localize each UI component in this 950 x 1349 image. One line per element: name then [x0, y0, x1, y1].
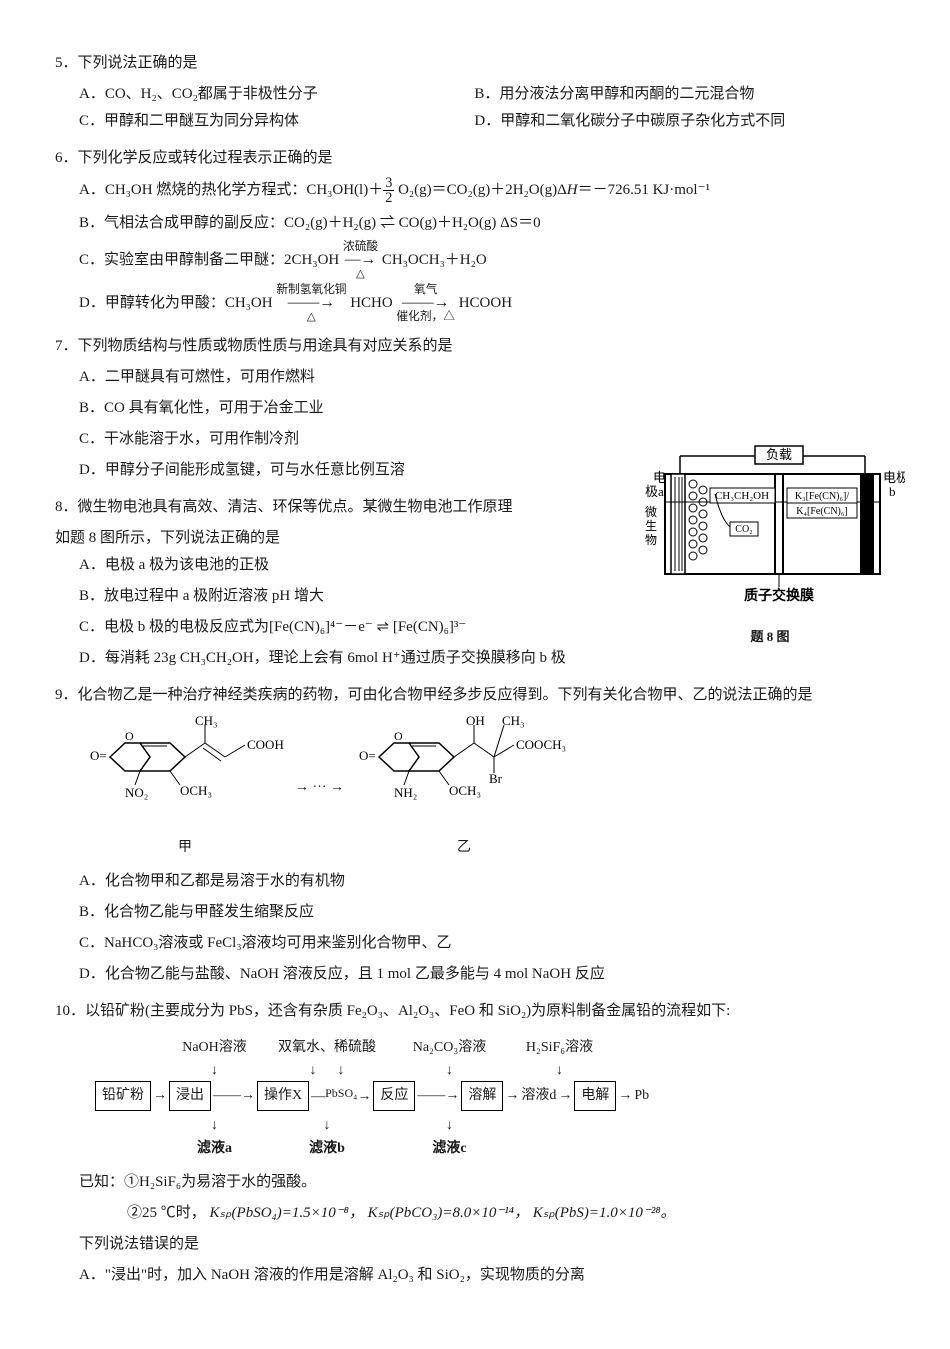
q10-stem: 10．以铅矿粉(主要成分为 PbS，还含有杂质 Fe₂O₃、Al₂O₃、FeO … [55, 998, 895, 1025]
label-pbso4: PbSO₄ [325, 1086, 357, 1100]
svg-text:CO₂: CO₂ [735, 524, 752, 535]
label-na2co3: Na₂CO₃溶液 [392, 1035, 507, 1060]
label-filtrate-b: 滤液b [262, 1136, 392, 1161]
q9-molecules: O= O COOH CH₃ OCH₃ NO₂ 甲 [85, 715, 895, 860]
fraction: 32 [383, 176, 394, 206]
q9-stem: 9．化合物乙是一种治疗神经类疾病的药物，可由化合物甲经多步反应得到。下列有关化合… [55, 682, 895, 709]
q10-known-1: 已知：①H₂SiF₆为易溶于水的强酸。 [79, 1169, 895, 1196]
svg-text:CH₃CH₂OH: CH₃CH₂OH [715, 490, 769, 502]
reaction-arrow: 浓硫酸 —→ △ [343, 241, 378, 280]
svg-text:CH₃: CH₃ [502, 715, 525, 728]
reaction-arrow-multi: → ··· → [295, 775, 344, 800]
q7-stem: 7．下列物质结构与性质或物质性质与用途具有对应关系的是 [55, 333, 895, 360]
box-electro: 电解 [574, 1081, 616, 1110]
box-dissolve: 溶解 [461, 1081, 503, 1110]
q7-option-b: B．CO 具有氧化性，可用于冶金工业 [79, 395, 895, 422]
reaction-arrow: 氧气 ——→ 催化剂，△ [396, 284, 454, 323]
svg-text:O=: O= [90, 748, 107, 763]
svg-text:OCH₃: OCH₃ [449, 783, 481, 798]
svg-text:电: 电 [653, 470, 666, 485]
svg-text:b: b [889, 484, 896, 499]
q6-option-b: B．气相法合成甲醇的副反应：CO₂(g)＋H₂(g) ⇌ CO(g)＋H₂O(g… [79, 210, 895, 237]
q5-option-a: A．CO、H₂、CO₂都属于非极性分子 [79, 81, 471, 108]
q5-option-c: C．甲醇和二甲醚互为同分异构体 [79, 108, 471, 135]
q6-option-d: D．甲醇转化为甲酸：CH₃OH 新制氢氧化铜 ——→ △ HCHO 氧气 ——→… [79, 284, 895, 323]
molecule-yi-label: 乙 [354, 835, 574, 860]
label-pb: Pb [634, 1083, 649, 1108]
box-opx: 操作X [257, 1081, 309, 1110]
label-h2sif6: H₂SiF₆溶液 [507, 1035, 612, 1060]
q8-option-d: D．每消耗 23g CH₃CH₂OH，理论上会有 6mol H⁺通过质子交换膜移… [79, 645, 895, 672]
q8-figure: 负载 C [635, 444, 905, 649]
q7-option-a: A．二甲醚具有可燃性，可用作燃料 [79, 364, 895, 391]
q6-option-c: C．实验室由甲醇制备二甲醚：2CH₃OH 浓硫酸 —→ △ CH₃OCH₃＋H₂… [79, 241, 895, 280]
svg-text:极a: 极a [645, 484, 664, 499]
svg-text:NO₂: NO₂ [125, 785, 148, 800]
q10-flow-diagram: NaOH溶液 双氧水、稀硫酸 Na₂CO₃溶液 H₂SiF₆溶液 ↓ ↓ ↓ ↓… [95, 1035, 895, 1161]
svg-text:电极: 电极 [883, 470, 905, 485]
q8-load-label: 负载 [766, 447, 792, 462]
svg-text:物: 物 [645, 533, 657, 547]
q9-option-d: D．化合物乙能与盐酸、NaOH 溶液反应，且 1 mol 乙最多能与 4 mol… [79, 961, 895, 988]
q6-stem: 6．下列化学反应或转化过程表示正确的是 [55, 145, 895, 172]
svg-text:NH₂: NH₂ [394, 785, 417, 800]
svg-text:COOCH₃: COOCH₃ [516, 737, 566, 752]
label-oxidizer: 双氧水、稀硫酸 [262, 1035, 392, 1060]
q8-caption: 题 8 图 [635, 625, 905, 648]
q5-option-b: B．用分液法分离甲醇和丙酮的二元混合物 [474, 81, 866, 108]
svg-text:微: 微 [645, 505, 657, 519]
svg-text:OH: OH [466, 715, 485, 728]
label-naoh: NaOH溶液 [167, 1035, 262, 1060]
q5-stem: 5．下列说法正确的是 [55, 50, 895, 77]
q10-known-2: ②25 ℃时， Kₛₚ(PbSO₄)=1.5×10⁻⁸， Kₛₚ(PbCO₃)=… [79, 1200, 895, 1227]
box-leach: 浸出 [169, 1081, 211, 1110]
svg-text:O=: O= [359, 748, 376, 763]
molecule-jia: O= O COOH CH₃ OCH₃ NO₂ 甲 [85, 715, 285, 860]
q9-option-c: C．NaHCO₃溶液或 FeCl₃溶液均可用来鉴别化合物甲、乙 [79, 930, 895, 957]
q9-option-a: A．化合物甲和乙都是易溶于水的有机物 [79, 868, 895, 895]
q6-option-a: A．CH₃OH 燃烧的热化学方程式：CH₃OH(l)＋32 O₂(g)＝CO₂(… [79, 176, 895, 206]
question-5: 5．下列说法正确的是 A．CO、H₂、CO₂都属于非极性分子 B．用分液法分离甲… [55, 50, 895, 135]
svg-text:O: O [125, 729, 134, 743]
question-9: 9．化合物乙是一种治疗神经类疾病的药物，可由化合物甲经多步反应得到。下列有关化合… [55, 682, 895, 988]
molecule-yi: O= O COOCH₃ OH CH₃ Br OCH₃ NH₂ 乙 [354, 715, 574, 860]
svg-text:K₄[Fe(CN)₆]: K₄[Fe(CN)₆] [796, 506, 847, 517]
question-10: 10．以铅矿粉(主要成分为 PbS，还含有杂质 Fe₂O₃、Al₂O₃、FeO … [55, 998, 895, 1289]
svg-text:O: O [394, 729, 403, 743]
svg-text:质子交换膜: 质子交换膜 [744, 587, 814, 604]
svg-text:COOH: COOH [247, 737, 284, 752]
svg-text:K₃[Fe(CN)₆]/: K₃[Fe(CN)₆]/ [795, 491, 849, 502]
label-filtrate-c: 滤液c [392, 1136, 507, 1161]
svg-text:CH₃: CH₃ [195, 715, 218, 728]
box-ore: 铅矿粉 [95, 1081, 151, 1110]
svg-text:生: 生 [645, 519, 657, 533]
q10-option-a: A．"浸出"时，加入 NaOH 溶液的作用是溶解 Al₂O₃ 和 SiO₂，实现… [79, 1262, 895, 1289]
q10-wrong-prompt: 下列说法错误的是 [79, 1231, 895, 1258]
molecule-jia-label: 甲 [85, 835, 285, 860]
reaction-arrow: 新制氢氧化铜 ——→ △ [276, 284, 346, 323]
svg-text:Br: Br [489, 771, 503, 786]
question-6: 6．下列化学反应或转化过程表示正确的是 A．CH₃OH 燃烧的热化学方程式：CH… [55, 145, 895, 323]
q9-option-b: B．化合物乙能与甲醛发生缩聚反应 [79, 899, 895, 926]
q5-option-d: D．甲醇和二氧化碳分子中碳原子杂化方式不同 [474, 108, 866, 135]
q8-diagram-svg: 负载 C [635, 444, 905, 614]
question-8: 8．微生物电池具有高效、清洁、环保等优点。某微生物电池工作原理 如题 8 图所示… [55, 494, 895, 672]
box-react: 反应 [373, 1081, 415, 1110]
svg-text:OCH₃: OCH₃ [180, 783, 212, 798]
label-sold: 溶液d [521, 1083, 556, 1108]
label-filtrate-a: 滤液a [167, 1136, 262, 1161]
